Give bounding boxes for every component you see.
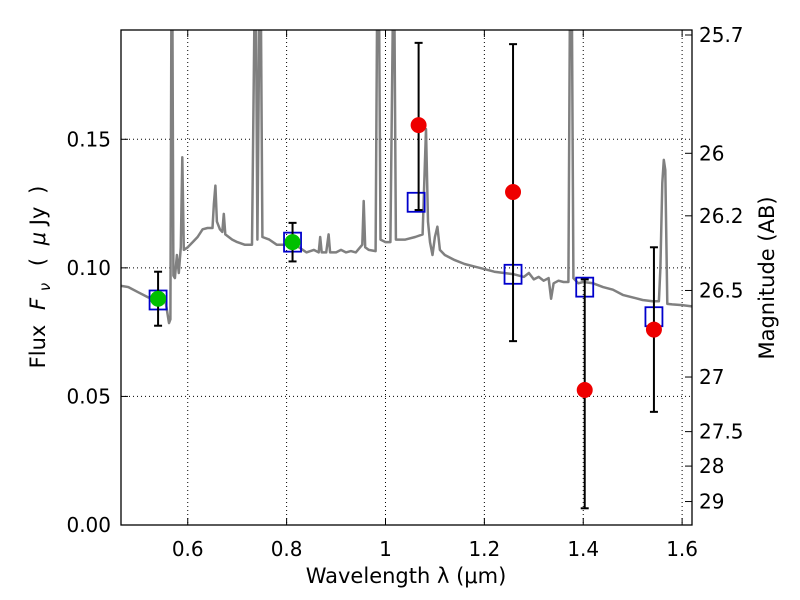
y-axis-label-flux: Flux: [26, 325, 50, 369]
y-axis-label-unit: Jy: [26, 207, 50, 228]
plot-area: [121, 30, 692, 510]
y-axis-label-symbol: F: [26, 297, 50, 310]
right-tick-label: 27.5: [699, 420, 744, 444]
right-tick-label: 28: [699, 454, 724, 478]
x-tick-label: 1.4: [567, 537, 599, 561]
y-axis-label-paren-open: (: [26, 258, 50, 266]
y-axis-label-subscript: ν: [36, 283, 54, 291]
right-axis-label: Magnitude (AB): [755, 196, 779, 359]
y-tick-label: 0.15: [66, 127, 111, 151]
y-tick-label: 0.00: [66, 513, 111, 537]
svg-text:Flux F ν (: Flux F ν ( μ Jy ): [26, 186, 55, 369]
measured-flux-point: [410, 117, 427, 134]
y-axis-label-unit-mu: μ: [26, 232, 50, 246]
x-tick-label: 0.8: [271, 537, 303, 561]
right-tick-label: 29: [699, 490, 724, 514]
plot-frame: [120, 29, 693, 526]
y-tick-label: 0.10: [66, 256, 111, 280]
right-tick-label: 27: [699, 365, 724, 389]
right-tick-label: 25.7: [699, 23, 744, 47]
right-tick-label: 26: [699, 141, 724, 165]
grid: [121, 30, 692, 525]
x-tick-label: 1: [379, 537, 392, 561]
axis-ticks: 0.6 0.8 1 1.2 1.4 1.6 0.00 0.05 0.10 0.15 25.7 26 26…: [66, 23, 743, 561]
y-axis-label: Flux F ν ( μ Jy ): [26, 186, 55, 369]
model-flux-square: [406, 191, 426, 213]
right-tick-label: 26.5: [699, 278, 744, 302]
spectrum-line: [121, 30, 692, 325]
measured-flux-point: [576, 382, 593, 398]
x-tick-label: 1.2: [468, 537, 500, 561]
measured-flux-point: [284, 234, 301, 251]
measured-flux-point: [645, 321, 662, 338]
y-axis-label-paren-close: ): [26, 186, 50, 194]
measured-flux-point: [505, 184, 522, 200]
measured-flux-point: [150, 290, 167, 307]
right-tick-label: 26.2: [699, 204, 744, 228]
x-tick-label: 0.6: [172, 537, 204, 561]
x-tick-label: 1.6: [666, 537, 698, 561]
y-tick-label: 0.05: [66, 384, 111, 408]
x-axis-label: Wavelength λ (μm): [306, 564, 507, 588]
